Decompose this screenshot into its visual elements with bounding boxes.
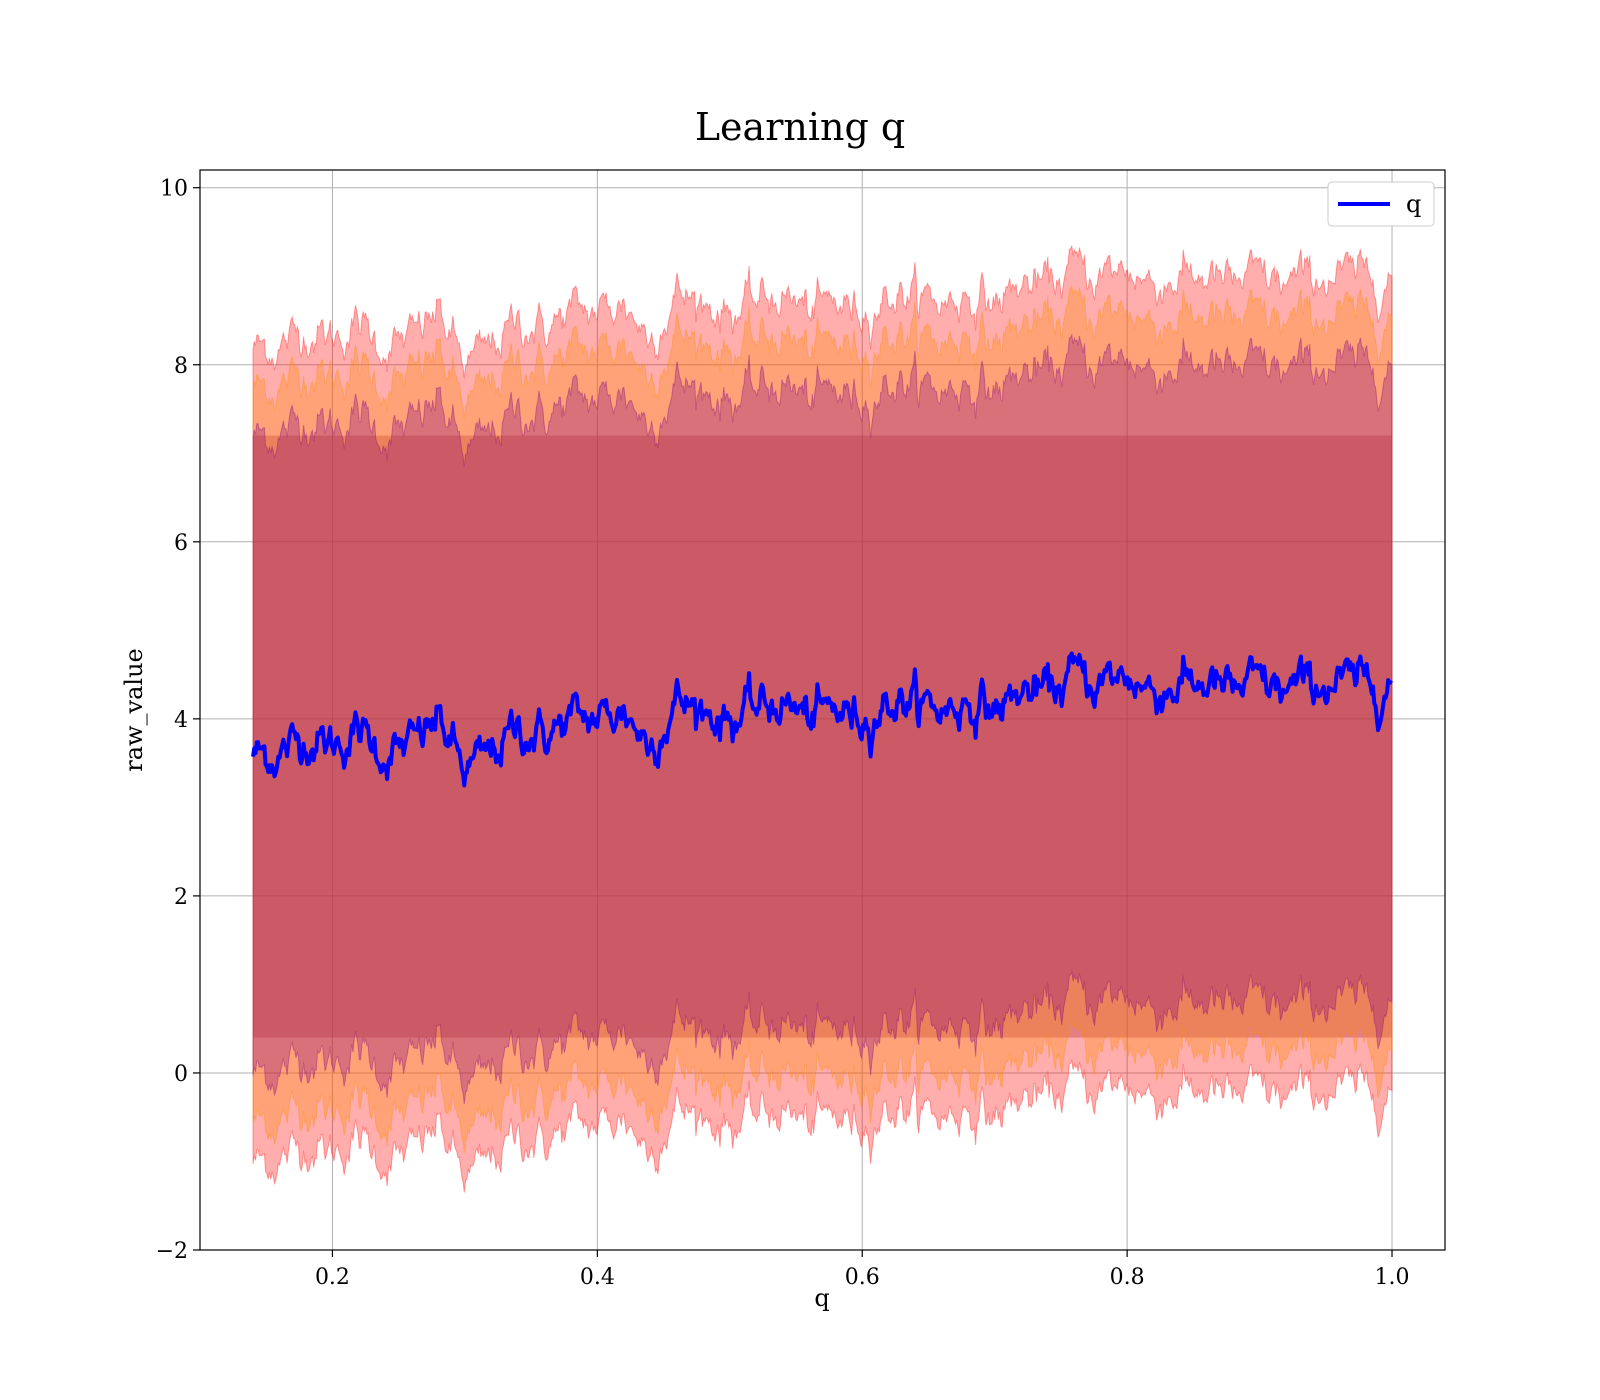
- y-tick-label: 0: [174, 1062, 188, 1087]
- chart-title: Learning q: [695, 105, 905, 149]
- y-axis-label: raw_value: [120, 648, 148, 772]
- legend-label-q: q: [1406, 190, 1421, 218]
- y-axis-ticks: −2 0 2 4 6 8 10: [156, 177, 200, 1264]
- y-tick-label: 4: [174, 708, 188, 733]
- plot-frame: [199, 169, 1446, 1251]
- x-axis-ticks: 0.2 0.4 0.6 0.8 1.0: [315, 1250, 1410, 1290]
- y-tick-label: 6: [174, 531, 188, 556]
- x-tick-label: 0.8: [1110, 1265, 1145, 1290]
- band-outer: [252, 244, 1393, 1193]
- band-middle: [252, 284, 1393, 1153]
- x-tick-label: 0.4: [580, 1265, 615, 1290]
- x-axis-label: q: [814, 1284, 829, 1312]
- band-inner: [252, 332, 1393, 1105]
- y-tick-label: 2: [174, 885, 188, 910]
- x-tick-label: 0.6: [845, 1265, 880, 1290]
- y-tick-label: 8: [174, 354, 188, 379]
- x-tick-label: 1.0: [1375, 1265, 1410, 1290]
- y-tick-label: −2: [156, 1239, 188, 1264]
- series-layer: [251, 651, 1394, 788]
- y-tick-label: 10: [160, 177, 188, 202]
- x-tick-label: 0.2: [315, 1265, 350, 1290]
- series-line-q: [251, 651, 1394, 788]
- legend: q: [1327, 181, 1435, 227]
